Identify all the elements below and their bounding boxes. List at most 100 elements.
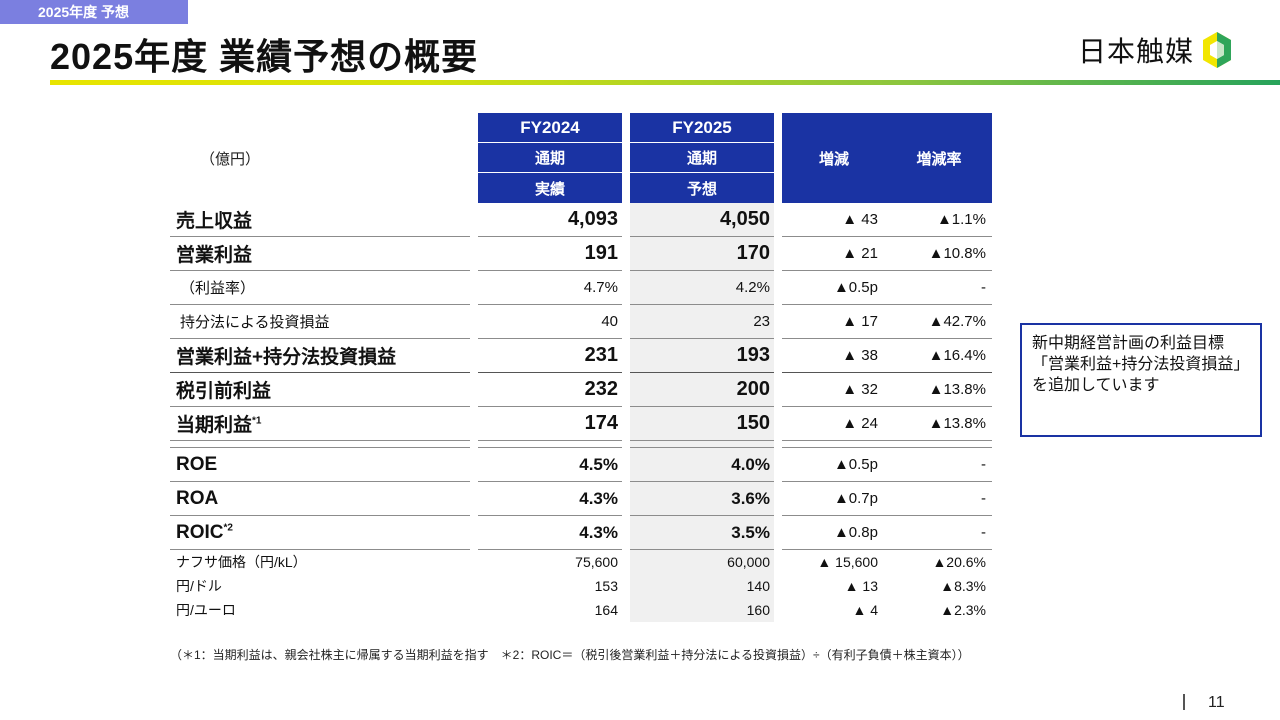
table-row: ROIC*2 4.3% 3.5% ▲0.8p - <box>170 516 992 550</box>
table-row: ROE 4.5% 4.0% ▲0.5p - <box>170 448 992 482</box>
rate-value: ▲13.8% <box>886 407 992 441</box>
fy2025-value: 3.6% <box>630 482 774 516</box>
row-label: ナフサ価格（円/kL） <box>170 550 470 574</box>
fy2025-value: 150 <box>630 407 774 441</box>
row-label: 税引前利益 <box>170 373 470 407</box>
fy2024-value: 191 <box>478 237 622 271</box>
row-label-text: 円/ドル <box>176 578 222 594</box>
row-label: 当期利益*1 <box>170 407 470 441</box>
delta-value: ▲ 43 <box>782 203 886 237</box>
row-label: 円/ユーロ <box>170 598 470 622</box>
page-divider <box>1183 694 1185 710</box>
row-label: 営業利益 <box>170 237 470 271</box>
rate-value: ▲1.1% <box>886 203 992 237</box>
rate-value: ▲8.3% <box>940 578 986 594</box>
rate-value: - <box>886 271 992 305</box>
delta-value: ▲0.5p <box>782 271 886 305</box>
table-row: （利益率） 4.7% 4.2% ▲0.5p - <box>170 271 992 305</box>
fy2025-value: 160 <box>630 598 774 622</box>
delta-value: ▲0.5p <box>782 448 886 482</box>
fy2024-value: 153 <box>594 578 618 594</box>
row-label-text: ROA <box>176 487 219 509</box>
delta-value: ▲ 4 <box>852 602 878 618</box>
table-row: ナフサ価格（円/kL） 75,600 60,000 ▲ 15,600 ▲20.6% <box>170 550 992 574</box>
fy2025-value: 60,000 <box>630 550 774 574</box>
fy2024-value: 232 <box>478 373 622 407</box>
rate-value: - <box>886 448 992 482</box>
table-row: 円/ユーロ 164 160 ▲ 4 ▲2.3% <box>170 598 992 622</box>
row-label: ROA <box>170 482 470 516</box>
fy2024-value: 4.3% <box>478 482 622 516</box>
table-row: 営業利益 191 170 ▲ 21 ▲10.8% <box>170 237 992 271</box>
row-label-text: 営業利益+持分法投資損益 <box>176 347 397 368</box>
table-row: 当期利益*1 174 150 ▲ 24 ▲13.8% <box>170 407 992 441</box>
col-fy2024-year: FY2024 <box>478 113 622 143</box>
row-label-text: 当期利益 <box>176 415 253 436</box>
delta-value: ▲ 32 <box>782 373 886 407</box>
row-label-text: ROE <box>176 453 218 475</box>
logo-text: 日本触媒 <box>1078 36 1195 67</box>
row-label-text: 売上収益 <box>176 211 253 232</box>
table-row: 持分法による投資損益 40 23 ▲ 17 ▲42.7% <box>170 305 992 339</box>
fy2024-value: 174 <box>478 407 622 441</box>
delta-value: ▲ 21 <box>782 237 886 271</box>
fy2025-value: 4.0% <box>630 448 774 482</box>
row-label-text: ROIC <box>176 521 224 543</box>
footnote: （＊1：当期利益は、親会社株主に帰属する当期利益を指す ＊2：ROIC＝（税引後… <box>170 648 970 662</box>
rate-value: ▲20.6% <box>932 554 986 570</box>
rate-value: ▲10.8% <box>886 237 992 271</box>
page-title: 2025年度 業績予想の概要 <box>50 36 479 77</box>
col-fy2025-period: 通期 <box>630 143 774 173</box>
fy2024-value: 164 <box>594 602 618 618</box>
fy2025-value: 200 <box>630 373 774 407</box>
company-logo: 日本触媒 <box>1078 30 1232 70</box>
col-fy2024-period: 通期 <box>478 143 622 173</box>
fy2025-value: 4.2% <box>630 271 774 305</box>
fy2025-value: 170 <box>630 237 774 271</box>
fy2024-value: 4,093 <box>478 203 622 237</box>
row-label: ROE <box>170 448 470 482</box>
row-label-text: ナフサ価格（円/kL） <box>176 554 307 570</box>
row-label-text: （利益率） <box>180 280 256 297</box>
delta-value: ▲0.7p <box>782 482 886 516</box>
footnote-marker: *1 <box>252 415 262 427</box>
table-row: 税引前利益 232 200 ▲ 32 ▲13.8% <box>170 373 992 407</box>
row-label: 円/ドル <box>170 574 470 598</box>
row-label-text: 円/ユーロ <box>176 602 236 618</box>
unit-label: （億円） <box>200 150 261 168</box>
fy2025-value: 23 <box>630 305 774 339</box>
section-tag: 2025年度 予想 <box>0 0 188 24</box>
col-fy2025-kind: 予想 <box>630 173 774 203</box>
forecast-table: （億円） FY2024 FY2025 増減 増減率 通期 通期 実績 予想 売上… <box>170 113 992 622</box>
fy2025-value: 140 <box>630 574 774 598</box>
col-rate-header: 増減率 <box>886 113 992 203</box>
rate-value: - <box>886 516 992 550</box>
title-underline <box>50 80 1280 85</box>
delta-value: ▲ 24 <box>782 407 886 441</box>
fy2024-value: 75,600 <box>575 554 618 570</box>
fy2024-value: 4.7% <box>478 271 622 305</box>
rate-value: - <box>886 482 992 516</box>
footnote-marker: *2 <box>223 522 233 534</box>
delta-value: ▲ 17 <box>782 305 886 339</box>
fy2024-value: 40 <box>478 305 622 339</box>
delta-value: ▲ 13 <box>844 578 878 594</box>
fy2025-value: 3.5% <box>630 516 774 550</box>
delta-value: ▲ 15,600 <box>817 554 878 570</box>
fy2024-value: 231 <box>478 339 622 373</box>
rate-value: ▲42.7% <box>886 305 992 339</box>
fy2025-value: 4,050 <box>630 203 774 237</box>
page-number: 11 <box>1208 694 1225 711</box>
row-label: 営業利益+持分法投資損益 <box>170 339 470 373</box>
row-label: （利益率） <box>170 271 470 305</box>
row-label-text: 税引前利益 <box>176 381 272 402</box>
delta-value: ▲ 38 <box>782 339 886 373</box>
rate-value: ▲16.4% <box>886 339 992 373</box>
row-label-text: 持分法による投資損益 <box>180 314 330 331</box>
col-fy2024-kind: 実績 <box>478 173 622 203</box>
table-row: 円/ドル 153 140 ▲ 13 ▲8.3% <box>170 574 992 598</box>
fy2024-value: 4.5% <box>478 448 622 482</box>
table-row: 売上収益 4,093 4,050 ▲ 43 ▲1.1% <box>170 203 992 237</box>
rate-value: ▲2.3% <box>940 602 986 618</box>
delta-value: ▲0.8p <box>782 516 886 550</box>
